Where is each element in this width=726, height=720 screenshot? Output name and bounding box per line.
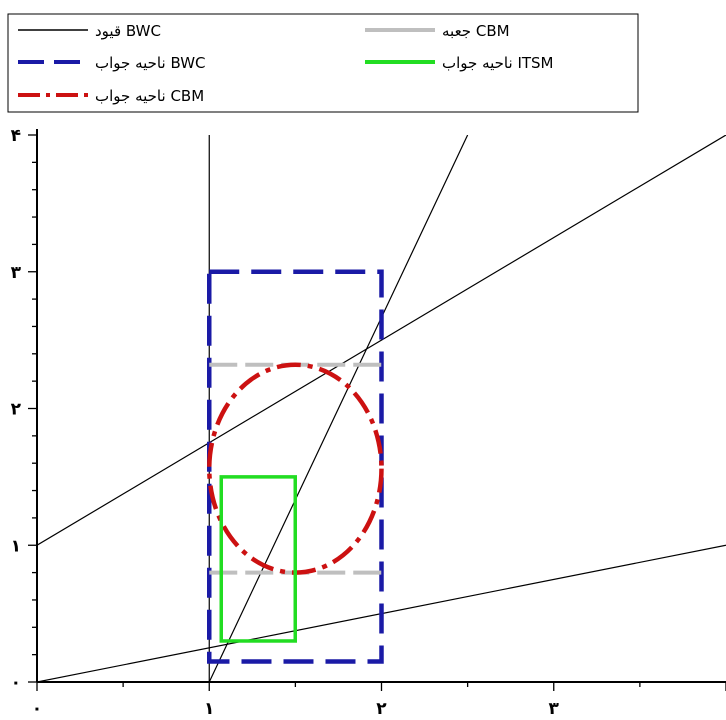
bwc-constraint-line-2 (37, 135, 726, 546)
y-tick-label: ۱ (11, 536, 21, 556)
x-tick-label: ۰ (32, 699, 42, 719)
legend-label-bwc-constraints: قیود BWC (95, 22, 161, 40)
x-tick-label: ۱ (204, 699, 214, 719)
legend-label-cbm-box: جعبه CBM (442, 22, 510, 40)
bwc-solution-region (207, 269, 384, 664)
bwc-constraint-line-4 (208, 135, 469, 682)
itsm-solution-region (219, 475, 297, 643)
x-tick-label: ۳ (549, 699, 560, 719)
legend: قیود BWC جعبه CBM ناحیه جواب BWC ناحیه ج… (7, 13, 639, 113)
y-tick-label: ۰ (11, 673, 21, 693)
legend-label-bwc-region: ناحیه جواب BWC (95, 54, 206, 72)
legend-label-cbm-region: ناحیه جواب CBM (95, 87, 204, 105)
axes: ۰ ۱ ۲ ۳ ۰ ۱ ۲ ۳ ۴ (11, 126, 726, 719)
y-tick-label: ۲ (11, 400, 22, 420)
legend-label-itsm-region: ناحیه جواب ITSM (442, 54, 554, 72)
y-tick-label: ۴ (11, 126, 21, 146)
legend-frame (7, 13, 639, 113)
plot-area (37, 135, 726, 682)
x-tick-label: ۲ (376, 699, 387, 719)
y-tick-label: ۳ (11, 263, 22, 283)
